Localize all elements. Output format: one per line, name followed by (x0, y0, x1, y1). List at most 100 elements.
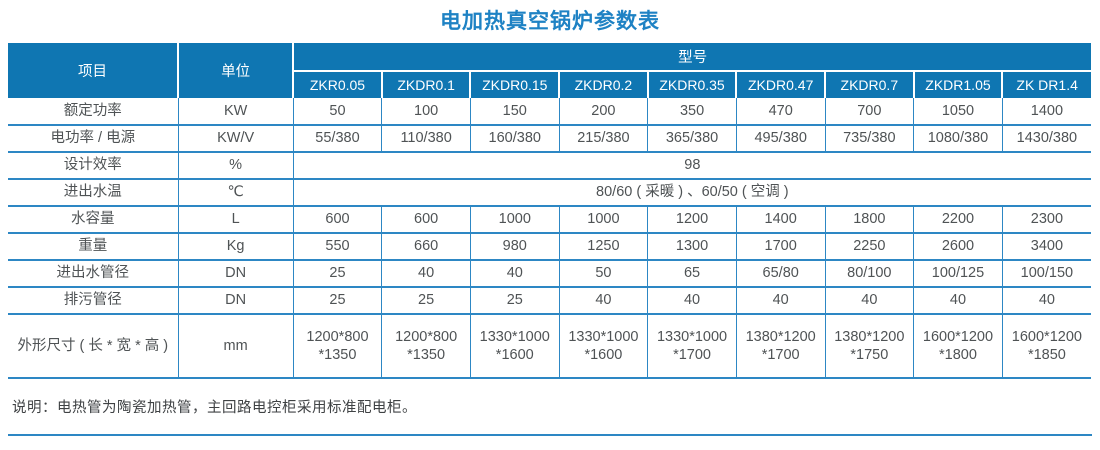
cell-value: 980 (469, 233, 560, 261)
cell-value: 2200 (913, 206, 1003, 234)
cell-value: 1600*1200 *1850 (1001, 314, 1091, 379)
cell-value: 365/380 (647, 125, 737, 153)
cell-value: 25 (292, 287, 382, 315)
cell-value: 40 (647, 287, 737, 315)
cell-value: 100/125 (913, 260, 1003, 288)
cell-value: 25 (469, 287, 560, 315)
cell-value: 40 (824, 287, 914, 315)
cell-value: 600 (292, 206, 382, 234)
cell-value: 1380*1200 *1700 (735, 314, 825, 379)
header-group-row: 项目 单位 型号 (8, 43, 1091, 98)
cell-value: 100/150 (1001, 260, 1091, 288)
bottom-divider (8, 434, 1092, 436)
row-unit: KW (177, 98, 294, 126)
cell-value: 1430/380 (1001, 125, 1091, 153)
cell-value: 40 (735, 287, 825, 315)
row-unit: L (177, 206, 294, 234)
cell-value: 50 (558, 260, 648, 288)
table-row: 重量 Kg 550 660 980 1250 1300 1700 2250 2600 3400 (8, 233, 1091, 261)
cell-value: 65 (647, 260, 737, 288)
cell-value: 160/380 (469, 125, 560, 153)
cell-value: 50 (292, 98, 382, 126)
col-header-model-group: 型号 (293, 43, 1091, 72)
cell-value: 3400 (1001, 233, 1091, 261)
spec-table-header: 项目 单位 型号 ZKR0.05 ZKDR0.1 ZKDR0.15 ZKDR0.… (8, 43, 1091, 98)
model-header-row: ZKR0.05 ZKDR0.1 ZKDR0.15 ZKDR0.2 ZKDR0.3… (8, 71, 1091, 98)
spec-table: 项目 单位 型号 ZKR0.05 ZKDR0.1 ZKDR0.15 ZKDR0.… (8, 43, 1091, 379)
cell-value: 2600 (913, 233, 1003, 261)
cell-value: 600 (381, 206, 471, 234)
table-row: 额定功率 KW 50 100 150 200 350 470 700 1050 1400 (8, 98, 1091, 126)
cell-value: 40 (1001, 287, 1091, 315)
cell-value: 1400 (1001, 98, 1091, 126)
cell-value: 1200*800 *1350 (292, 314, 382, 379)
row-label: 额定功率 (8, 98, 179, 126)
row-unit: DN (177, 287, 294, 315)
cell-value: 470 (735, 98, 825, 126)
table-row: 设计效率% 98 (8, 152, 1091, 180)
cell-value: 65/80 (735, 260, 825, 288)
cell-value: 55/380 (292, 125, 382, 153)
cell-value: 1380*1200 *1750 (824, 314, 914, 379)
cell-value: 550 (292, 233, 382, 261)
row-merged-value: 80/60 ( 采暖 ) 、60/50 ( 空调 ) (292, 179, 1091, 207)
cell-value: 40 (558, 287, 648, 315)
page-title: 电加热真空锅炉参数表 (440, 10, 660, 33)
row-label: 进出水温 (8, 179, 179, 207)
cell-value: 1200 (647, 206, 737, 234)
cell-value: 1250 (558, 233, 648, 261)
cell-value: 1080/380 (913, 125, 1003, 153)
model-column-header: ZKR0.05 (293, 71, 382, 98)
cell-value: 2300 (1001, 206, 1091, 234)
spec-table-body: 额定功率 KW 50 100 150 200 350 470 700 1050 1400 电功率 / … (8, 98, 1091, 379)
model-column-header: ZKDR0.7 (824, 71, 914, 98)
row-unit: KW/V (177, 125, 294, 153)
cell-value: 110/380 (381, 125, 471, 153)
row-label: 重量 (8, 233, 179, 261)
row-label: 电功率 / 电源 (8, 125, 179, 153)
table-row: 外形尺寸 ( 长 * 宽 * 高 ) mm 1200*800 *1350 1200*8… (8, 314, 1091, 379)
model-column-header: ZKDR0.35 (646, 71, 737, 98)
row-label: 外形尺寸 ( 长 * 宽 * 高 ) (8, 314, 179, 379)
cell-value: 150 (469, 98, 560, 126)
cell-value: 40 (913, 287, 1003, 315)
row-label: 进出水管径 (8, 260, 179, 288)
cell-value: 350 (647, 98, 737, 126)
model-column-header: ZKDR0.2 (558, 71, 648, 98)
cell-value: 40 (469, 260, 560, 288)
model-column-header: ZKDR0.1 (380, 71, 471, 98)
cell-value: 1000 (469, 206, 560, 234)
cell-value: 1300 (647, 233, 737, 261)
table-row: 进出水管径 DN 25 40 40 50 65 65/80 80/100 100/125 100/1… (8, 260, 1091, 288)
row-label: 设计效率 (8, 152, 179, 180)
table-row: 水容量 L 600 600 1000 1000 1200 1400 1800 2200 2300 (8, 206, 1091, 234)
cell-value: 200 (558, 98, 648, 126)
cell-value: 1330*1000 *1600 (558, 314, 648, 379)
model-column-header: ZK DR1.4 (1001, 71, 1091, 98)
cell-value: 700 (824, 98, 914, 126)
cell-value: 1600*1200 *1800 (913, 314, 1003, 379)
cell-value: 735/380 (824, 125, 914, 153)
cell-value: 1050 (913, 98, 1003, 126)
cell-value: 660 (381, 233, 471, 261)
cell-value: 80/100 (824, 260, 914, 288)
row-unit: ℃ (177, 179, 294, 207)
cell-value: 495/380 (735, 125, 825, 153)
cell-value: 1400 (735, 206, 825, 234)
row-merged-value: 98 (292, 152, 1091, 180)
cell-value: 25 (381, 287, 471, 315)
row-label: 排污管径 (8, 287, 179, 315)
model-column-header: ZKDR0.15 (469, 71, 560, 98)
cell-value: 1000 (558, 206, 648, 234)
col-header-unit: 单位 (178, 43, 295, 98)
cell-value: 1200*800 *1350 (381, 314, 471, 379)
model-column-header: ZKDR0.47 (735, 71, 825, 98)
row-unit: % (177, 152, 294, 180)
cell-value: 1700 (735, 233, 825, 261)
cell-value: 2250 (824, 233, 914, 261)
table-row: 电功率 / 电源 KW/V 55/380 110/380 160/380 215/380 3… (8, 125, 1091, 153)
row-unit: mm (177, 314, 294, 379)
row-label: 水容量 (8, 206, 179, 234)
cell-value: 1800 (824, 206, 914, 234)
